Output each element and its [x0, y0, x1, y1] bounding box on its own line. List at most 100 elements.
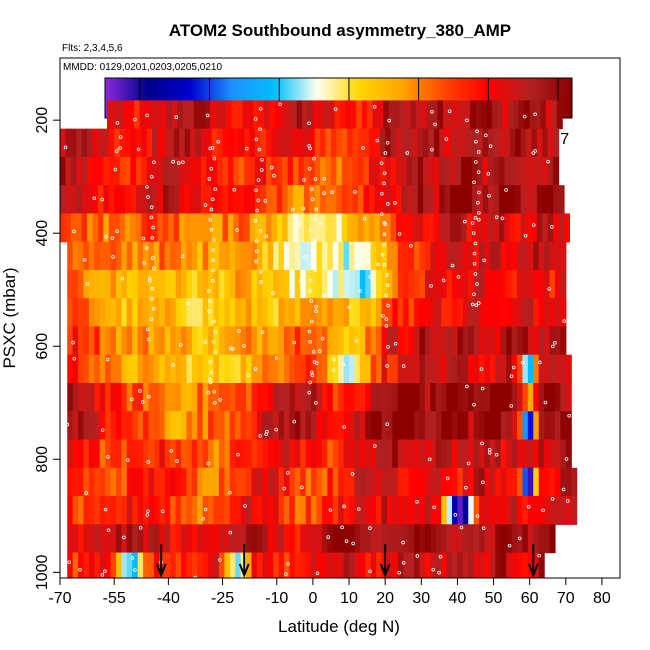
sample-marker [509, 374, 514, 378]
heatmap-cell [126, 411, 133, 441]
heatmap-cell [76, 128, 83, 158]
heatmap-cell [197, 411, 204, 441]
heatmap-cell [392, 496, 399, 525]
heatmap-cell [379, 156, 386, 186]
heatmap-cell [332, 354, 339, 384]
heatmap-cell [105, 354, 112, 384]
heatmap-cell [435, 326, 442, 356]
heatmap-cell [352, 213, 359, 243]
heatmap-cell [235, 269, 242, 299]
heatmap-cell [294, 269, 301, 299]
heatmap-cell [424, 439, 431, 469]
heatmap-cell [105, 411, 112, 441]
heatmap-cell [482, 156, 489, 186]
heatmap-cell [311, 269, 318, 299]
heatmap-cell [347, 128, 354, 158]
heatmap-cell [489, 326, 496, 356]
heatmap-cell [468, 354, 475, 384]
heatmap-cell [278, 241, 285, 271]
heatmap-cell [81, 156, 88, 186]
sample-marker [393, 201, 397, 205]
heatmap-cell [515, 128, 522, 158]
heatmap-cell [143, 354, 150, 384]
heatmap-cell [370, 326, 377, 356]
sample-marker [149, 317, 154, 321]
sample-marker [150, 296, 154, 301]
heatmap-cell [462, 241, 469, 271]
heatmap-cell [137, 326, 144, 356]
sample-marker [152, 266, 156, 271]
heatmap-cell [379, 213, 386, 243]
heatmap-cell [316, 524, 323, 554]
heatmap-cell [175, 411, 182, 441]
heatmap-cell [99, 241, 106, 271]
sample-marker [254, 239, 259, 243]
heatmap-cell [67, 467, 74, 497]
heatmap-cell [116, 298, 123, 328]
heatmap-cell [60, 213, 67, 243]
heatmap-cell [321, 524, 328, 554]
x-axis-label: Latitude (deg N) [278, 617, 400, 636]
heatmap-cell [522, 298, 529, 328]
heatmap-cell [338, 467, 345, 497]
heatmap-cell [457, 496, 464, 525]
heatmap-cell [334, 100, 341, 130]
heatmap-cell [359, 411, 366, 441]
heatmap-cell [150, 100, 157, 130]
heatmap-cell [143, 383, 150, 412]
heatmap-cell [139, 100, 146, 130]
heatmap-cell [520, 185, 527, 215]
heatmap-cell [491, 100, 498, 130]
heatmap-cell [278, 383, 285, 412]
heatmap-cell [549, 269, 556, 299]
x-tick-label: -10 [265, 590, 288, 607]
heatmap-cell [354, 467, 361, 497]
heatmap-cell [419, 467, 426, 497]
heatmap-cell [430, 241, 437, 271]
heatmap-cell [311, 439, 318, 469]
heatmap-cell [397, 552, 404, 578]
heatmap-cell [246, 241, 253, 271]
sample-marker [71, 340, 75, 345]
heatmap-cell [208, 524, 215, 554]
heatmap-cell [72, 326, 79, 356]
heatmap-cell [237, 100, 244, 130]
heatmap-cell [269, 100, 276, 130]
heatmap-cell [479, 411, 486, 441]
heatmap-cell [542, 128, 549, 158]
heatmap-cell [336, 156, 343, 186]
heatmap-cell [455, 185, 462, 215]
heatmap-cell [211, 213, 218, 243]
heatmap-cell [65, 156, 72, 186]
heatmap-cell [515, 156, 522, 186]
heatmap-cell [289, 298, 296, 328]
heatmap-cell [376, 496, 383, 525]
sample-marker [385, 364, 389, 368]
heatmap-cell [143, 241, 150, 271]
heatmap-cell [408, 383, 415, 412]
heatmap-cell [170, 383, 177, 412]
sample-marker [472, 261, 477, 266]
heatmap-cell [511, 524, 518, 554]
heatmap-cell [450, 185, 457, 215]
heatmap-cell [332, 269, 339, 299]
sample-marker [92, 196, 97, 201]
heatmap-cell [105, 326, 112, 356]
heatmap-cell [316, 552, 323, 578]
heatmap-cell [300, 439, 307, 469]
heatmap-cell [376, 354, 383, 384]
sample-marker [481, 526, 486, 531]
heatmap-cell [311, 411, 318, 441]
heatmap-cell [455, 156, 462, 186]
chart-title: ATOM2 Southbound asymmetry_380_AMP [169, 21, 511, 40]
heatmap-cell [538, 326, 545, 356]
heatmap-cell [105, 241, 112, 271]
heatmap-cell [529, 100, 536, 130]
sample-marker [207, 177, 212, 181]
heatmap-cell [126, 354, 133, 384]
heatmap-cell [218, 241, 225, 271]
heatmap-cell [343, 552, 350, 578]
heatmap-cell [526, 185, 533, 215]
heatmap-cell [354, 298, 361, 328]
sample-marker [509, 404, 514, 408]
